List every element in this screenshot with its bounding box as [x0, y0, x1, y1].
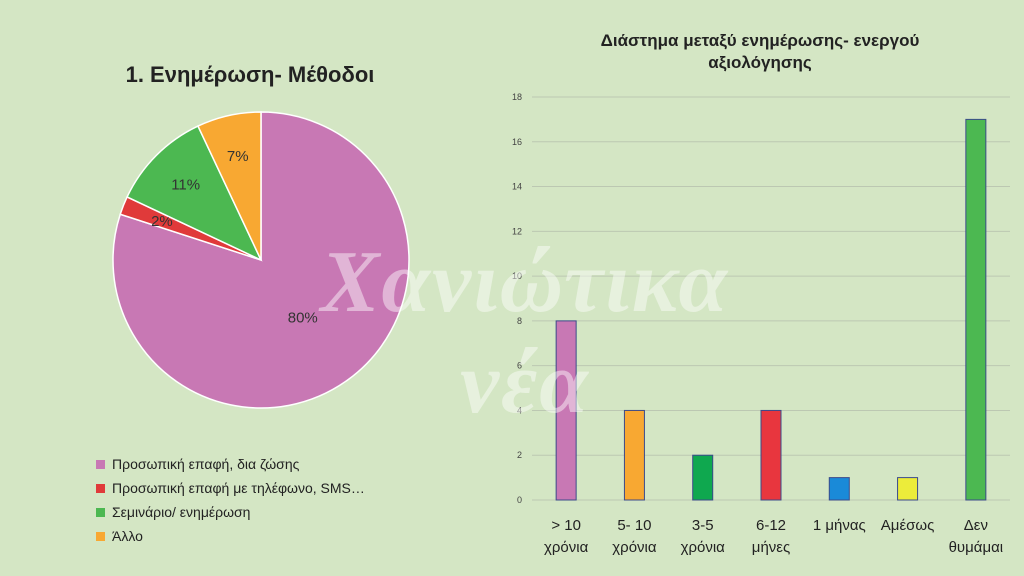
x-tick-label: Δεν	[964, 517, 988, 534]
y-tick-label: 6	[517, 361, 522, 371]
y-tick-label: 16	[512, 137, 522, 147]
legend-item: Σεμινάριο/ ενημέρωση	[96, 500, 365, 524]
y-tick-label: 2	[517, 450, 522, 460]
x-tick-label: > 10	[551, 517, 581, 534]
legend-label: Προσωπική επαφή, δια ζώσης	[112, 456, 300, 472]
pie-slice-label: 11%	[171, 177, 200, 194]
bar	[555, 320, 577, 501]
bar-chart-title-line1: Διάστημα μεταξύ ενημέρωσης- ενεργού	[600, 31, 920, 50]
x-tick-label: 3-5	[692, 517, 714, 534]
bar	[692, 454, 714, 501]
pie-slice-label: 2%	[151, 213, 173, 230]
legend-label: Προσωπική επαφή με τηλέφωνο, SMS…	[112, 480, 365, 496]
pie-slice	[126, 125, 263, 262]
y-tick-label: 4	[517, 405, 522, 415]
bar-chart-title-line2: αξιολόγησης	[708, 53, 812, 72]
pie-legend: Προσωπική επαφή, δια ζώσης Προσωπική επαφ…	[96, 452, 365, 548]
x-tick-label: μήνες	[752, 539, 790, 556]
pie-slice-label: 7%	[227, 148, 249, 165]
x-tick-label: 5- 10	[617, 517, 651, 534]
bar	[965, 118, 987, 501]
bar	[760, 409, 782, 501]
legend-swatch	[96, 459, 105, 469]
x-tick-label: χρόνια	[612, 539, 657, 556]
legend-swatch	[96, 483, 105, 493]
pie-chart-title: 1. Ενημέρωση- Μέθοδοι	[125, 62, 375, 87]
x-tick-label: 6-12	[756, 517, 786, 534]
legend-swatch	[96, 531, 105, 541]
legend-label: Άλλο	[112, 528, 143, 544]
legend-item: Προσωπική επαφή με τηλέφωνο, SMS…	[96, 476, 365, 500]
x-tick-label: χρόνια	[544, 539, 589, 556]
bar	[897, 477, 919, 501]
y-tick-label: 14	[512, 182, 522, 192]
legend-item: Προσωπική επαφή, δια ζώσης	[96, 452, 365, 476]
legend-label: Σεμινάριο/ ενημέρωση	[112, 504, 251, 520]
y-tick-label: 12	[512, 226, 522, 236]
legend-item: Άλλο	[96, 524, 365, 548]
bar	[623, 409, 645, 501]
y-tick-label: 18	[512, 92, 522, 102]
bar	[828, 477, 850, 501]
x-tick-label: θυμάμαι	[949, 539, 1004, 556]
legend-swatch	[96, 507, 105, 517]
y-tick-label: 8	[517, 316, 522, 326]
pie-slice-label: 80%	[288, 309, 318, 326]
x-tick-label: χρόνια	[681, 539, 726, 556]
x-tick-label: 1 μήνας	[813, 517, 866, 534]
y-tick-label: 0	[517, 495, 522, 505]
x-tick-label: Αμέσως	[881, 517, 935, 534]
bar-chart-title: Διάστημα μεταξύ ενημέρωσης- ενεργού αξιο…	[540, 30, 980, 74]
y-tick-label: 10	[512, 271, 522, 281]
pie-slice	[196, 111, 262, 261]
